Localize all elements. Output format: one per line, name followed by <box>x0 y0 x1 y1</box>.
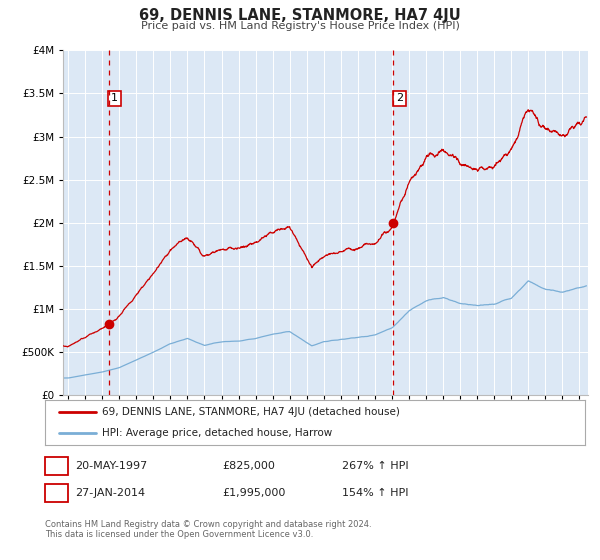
Text: 2: 2 <box>53 486 60 500</box>
Text: 2: 2 <box>396 94 403 104</box>
Text: 267% ↑ HPI: 267% ↑ HPI <box>342 461 409 471</box>
Text: 20-MAY-1997: 20-MAY-1997 <box>75 461 147 471</box>
Text: 1: 1 <box>53 459 60 473</box>
Text: 27-JAN-2014: 27-JAN-2014 <box>75 488 145 498</box>
Text: £1,995,000: £1,995,000 <box>222 488 286 498</box>
Text: 154% ↑ HPI: 154% ↑ HPI <box>342 488 409 498</box>
Text: Contains HM Land Registry data © Crown copyright and database right 2024.
This d: Contains HM Land Registry data © Crown c… <box>45 520 371 539</box>
Text: Price paid vs. HM Land Registry's House Price Index (HPI): Price paid vs. HM Land Registry's House … <box>140 21 460 31</box>
Text: 69, DENNIS LANE, STANMORE, HA7 4JU: 69, DENNIS LANE, STANMORE, HA7 4JU <box>139 8 461 24</box>
Text: HPI: Average price, detached house, Harrow: HPI: Average price, detached house, Harr… <box>101 428 332 438</box>
Text: 69, DENNIS LANE, STANMORE, HA7 4JU (detached house): 69, DENNIS LANE, STANMORE, HA7 4JU (deta… <box>101 408 400 418</box>
Text: 1: 1 <box>111 94 118 104</box>
Text: £825,000: £825,000 <box>222 461 275 471</box>
